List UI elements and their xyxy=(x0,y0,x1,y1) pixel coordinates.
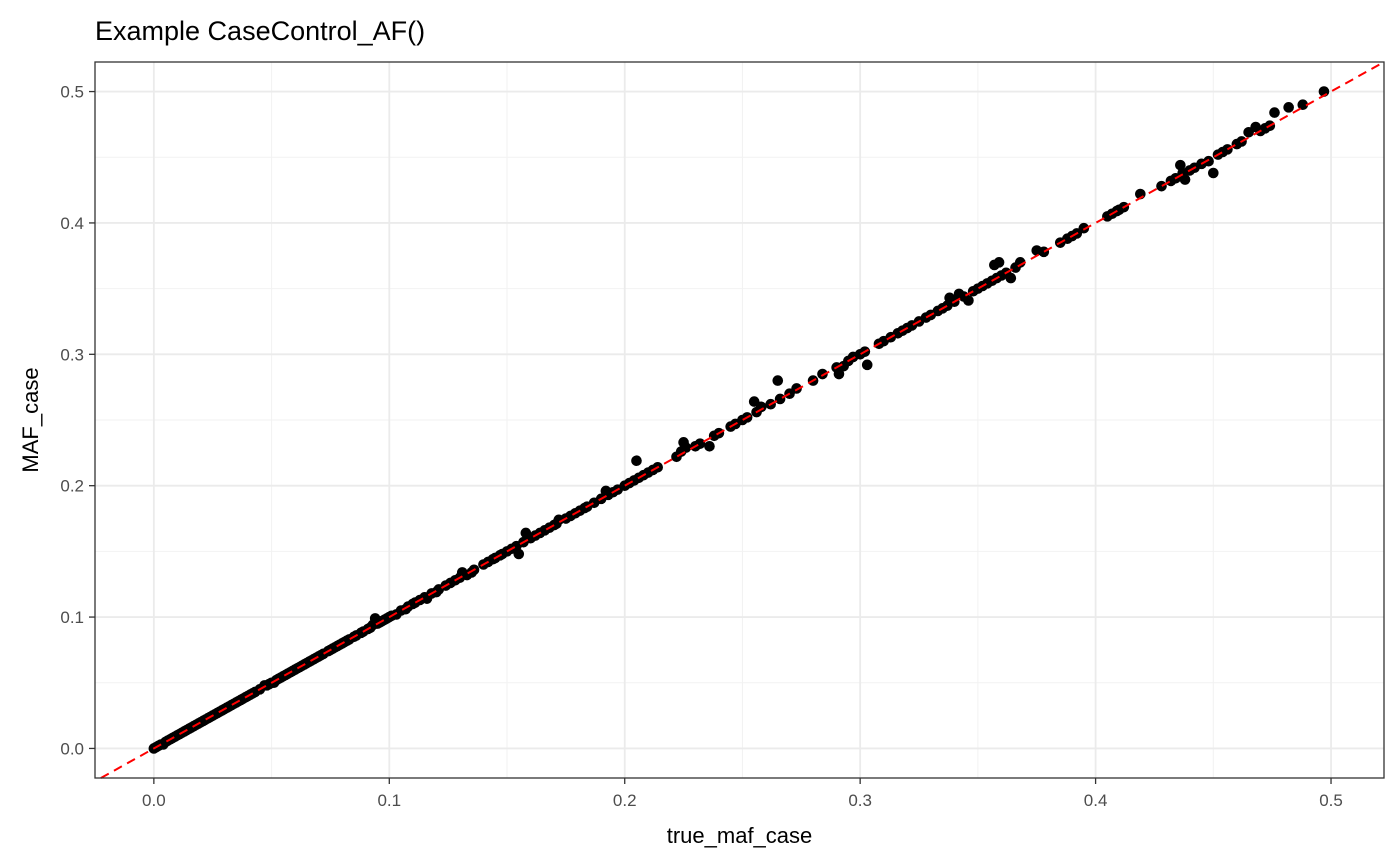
data-point xyxy=(1208,167,1219,179)
y-tick-label: 0.1 xyxy=(60,608,84,627)
x-tick-label: 0.1 xyxy=(377,791,401,810)
data-point xyxy=(791,383,802,394)
data-point xyxy=(1005,272,1017,284)
chart-title: Example CaseControl_AF() xyxy=(95,16,425,46)
data-point xyxy=(1269,107,1280,118)
data-point xyxy=(1283,102,1294,113)
identity-reference-line xyxy=(100,61,1385,779)
y-tick-label: 0.4 xyxy=(60,214,84,233)
data-point xyxy=(993,257,1005,268)
data-point xyxy=(1078,222,1090,234)
data-point xyxy=(861,359,873,371)
data-point xyxy=(1014,257,1026,268)
data-point xyxy=(833,368,845,380)
data-point xyxy=(1038,246,1050,258)
data-point xyxy=(772,375,784,386)
x-axis-ticks: 0.0 0.1 0.2 0.3 0.4 0.5 xyxy=(142,778,1343,810)
data-point xyxy=(963,295,974,306)
y-tick-label: 0.2 xyxy=(60,477,84,496)
y-tick-label: 0.3 xyxy=(60,345,84,364)
data-point xyxy=(817,368,828,380)
x-tick-label: 0.2 xyxy=(613,791,637,810)
data-point xyxy=(755,401,767,413)
data-point xyxy=(774,393,786,405)
y-axis-title: MAF_case xyxy=(18,367,43,472)
data-point xyxy=(1179,174,1191,185)
y-tick-label: 0.5 xyxy=(60,83,84,102)
data-point xyxy=(1297,99,1309,110)
data-point xyxy=(694,438,706,449)
data-point xyxy=(631,455,642,467)
data-point xyxy=(704,440,715,452)
major-gridlines xyxy=(95,62,1384,778)
data-point xyxy=(1203,155,1214,167)
x-tick-label: 0.0 xyxy=(142,791,166,810)
y-axis-ticks: 0.0 0.1 0.2 0.3 0.4 0.5 xyxy=(60,83,95,758)
data-point xyxy=(513,548,525,560)
panel-border xyxy=(94,61,1385,779)
data-point xyxy=(680,442,692,453)
y-tick-label: 0.0 xyxy=(60,739,84,758)
x-tick-label: 0.4 xyxy=(1084,791,1108,810)
x-tick-label: 0.5 xyxy=(1319,791,1343,810)
x-axis-title: true_maf_case xyxy=(667,823,813,848)
x-tick-label: 0.3 xyxy=(848,791,872,810)
data-point xyxy=(1156,180,1167,192)
